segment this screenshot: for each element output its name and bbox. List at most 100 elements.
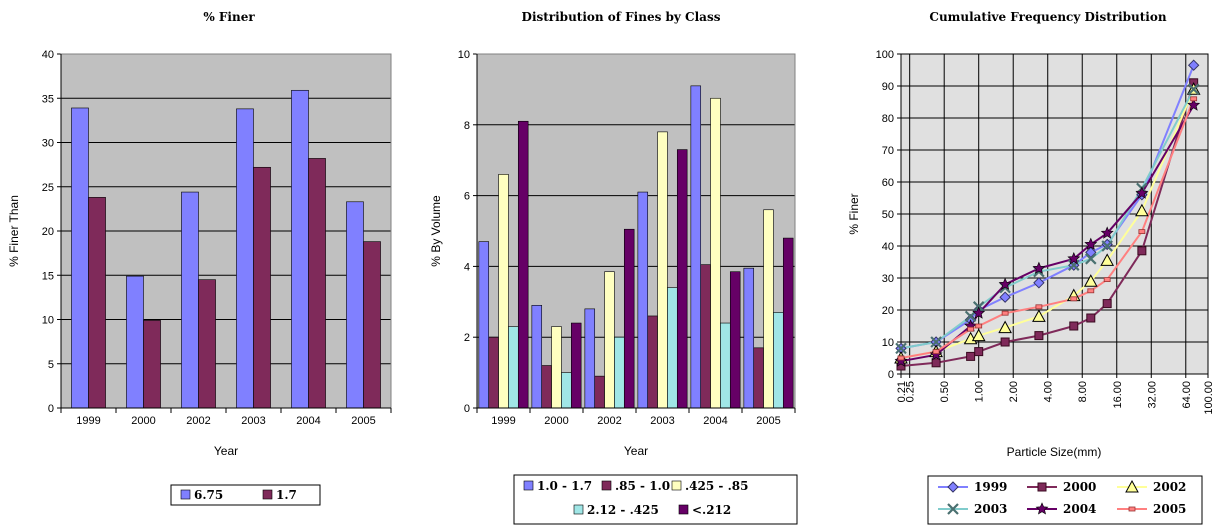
bar — [531, 305, 543, 409]
x-tick-label: 2004 — [703, 415, 727, 427]
legend-label: <.212 — [692, 503, 731, 517]
bar — [561, 372, 572, 409]
bar — [700, 264, 711, 409]
data-point — [1187, 59, 1200, 71]
y-tick-label: 0 — [888, 369, 894, 381]
bar — [570, 322, 582, 409]
legend-swatch — [601, 480, 612, 491]
bar — [676, 149, 688, 409]
chart-title: Distribution of Fines by Class — [522, 10, 721, 24]
bar — [363, 241, 381, 409]
legend-label: .425 - .85 — [685, 479, 748, 493]
y-tick-label: 50 — [882, 209, 894, 221]
x-tick-label: 1999 — [76, 415, 100, 427]
x-tick-label: 32.00 — [1146, 381, 1158, 409]
y-tick-label: 15 — [42, 270, 54, 282]
bar — [517, 120, 529, 409]
x-tick-label: 2005 — [756, 415, 780, 427]
data-point — [897, 355, 905, 361]
bar — [584, 308, 596, 409]
legend-swatch — [573, 504, 584, 515]
data-point — [1085, 253, 1097, 265]
data-point — [1138, 229, 1146, 235]
y-tick-label: 70 — [882, 145, 894, 157]
legend-label: .85 - 1.0 — [615, 479, 670, 493]
bar — [71, 107, 89, 409]
data-point — [1032, 309, 1046, 322]
legend-box — [170, 484, 321, 506]
bar — [498, 174, 509, 409]
x-axis-label: Year — [214, 444, 238, 458]
x-tick-label: 0.50 — [939, 381, 951, 402]
y-tick-label: 10 — [882, 337, 894, 349]
bar — [763, 209, 774, 409]
data-point — [1135, 186, 1149, 199]
data-point — [967, 326, 975, 332]
bar — [594, 375, 605, 409]
legend-label: 2.12 - .425 — [587, 503, 659, 517]
bar — [88, 197, 106, 409]
data-point — [998, 277, 1012, 290]
bar — [508, 326, 519, 409]
y-axis-label: % Finer — [847, 193, 861, 234]
chart-title: % Finer — [203, 10, 255, 24]
data-point — [1070, 296, 1078, 302]
y-tick-label: 5 — [48, 359, 54, 371]
plot-area — [477, 54, 795, 408]
legend-label: 1999 — [974, 480, 1007, 494]
y-tick-label: 20 — [42, 226, 54, 238]
legend-label: 1.7 — [276, 488, 297, 502]
bar — [743, 267, 755, 409]
data-point — [1100, 253, 1115, 266]
y-tick-label: 90 — [882, 81, 894, 93]
bar — [782, 237, 794, 409]
legend-box — [927, 475, 1203, 525]
bar — [308, 158, 326, 409]
data-point — [930, 336, 942, 348]
y-tick-label: 30 — [42, 138, 54, 150]
y-tick-label: 0 — [464, 403, 470, 415]
legend-swatch — [262, 489, 273, 500]
data-point — [1101, 240, 1113, 252]
y-tick-label: 40 — [42, 49, 54, 61]
bar — [126, 275, 144, 409]
x-tick-label: 4.00 — [1043, 381, 1055, 402]
legend-label: 1.0 - 1.7 — [537, 479, 592, 493]
data-point — [1001, 310, 1009, 316]
data-point — [1083, 274, 1098, 287]
bar — [690, 85, 702, 409]
data-point — [1102, 299, 1112, 309]
bar — [614, 336, 625, 409]
bar — [253, 166, 271, 409]
cumulative-frequency-chart: Cumulative Frequency Distribution 0 10 20 30… — [847, 10, 1215, 525]
y-tick-label: 8 — [464, 120, 470, 132]
bar — [637, 191, 649, 409]
data-point — [1086, 313, 1096, 323]
data-point — [964, 310, 977, 323]
data-point — [974, 347, 984, 357]
legend-label: 2000 — [1063, 480, 1096, 494]
bar — [181, 191, 199, 409]
bar — [753, 347, 764, 409]
y-tick-label: 40 — [882, 241, 894, 253]
bar — [291, 89, 309, 409]
legend-swatch — [671, 480, 682, 491]
x-tick-label: 2002 — [186, 415, 210, 427]
x-tick-label: 0.25 — [905, 381, 917, 402]
data-point — [1103, 277, 1111, 283]
data-point — [1137, 246, 1147, 256]
data-point — [1069, 321, 1079, 331]
x-axis-label: Year — [624, 444, 648, 458]
y-tick-label: 80 — [882, 113, 894, 125]
y-tick-label: 6 — [464, 191, 470, 203]
x-tick-label: 2003 — [241, 415, 265, 427]
data-point — [1032, 261, 1046, 274]
plot-border — [900, 53, 1209, 375]
data-point — [1125, 479, 1139, 493]
data-point — [1135, 203, 1149, 217]
x-axis-label: Particle Size(mm) — [1007, 445, 1102, 459]
bar — [541, 365, 552, 409]
y-tick-label: 100 — [876, 49, 894, 61]
y-tick-label: 0 — [48, 403, 54, 415]
